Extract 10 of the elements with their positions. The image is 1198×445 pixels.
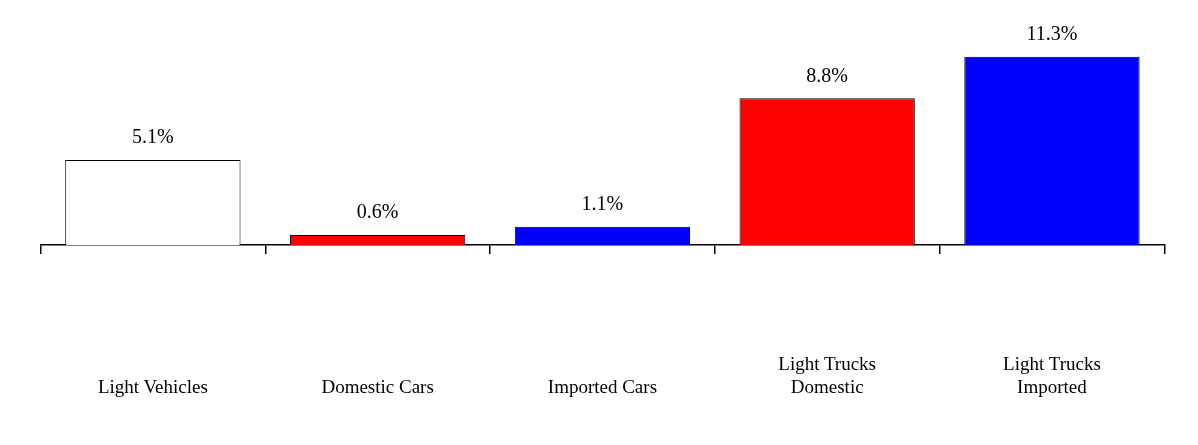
x-tick-label: Domestic Cars: [321, 376, 434, 398]
x-tick-label: Light Vehicles: [97, 376, 208, 398]
data-label: 11.3%: [1026, 21, 1078, 44]
data-label: 0.6%: [356, 200, 399, 223]
x-tick-label: Light Trucks Imported: [1003, 353, 1101, 398]
data-label: 1.1%: [581, 191, 624, 214]
data-label: 8.8%: [806, 63, 849, 86]
x-tick-label: Imported Cars: [547, 376, 658, 398]
x-tick-label: Light Trucks Domestic: [778, 353, 877, 398]
data-label: 5.1%: [132, 125, 174, 148]
